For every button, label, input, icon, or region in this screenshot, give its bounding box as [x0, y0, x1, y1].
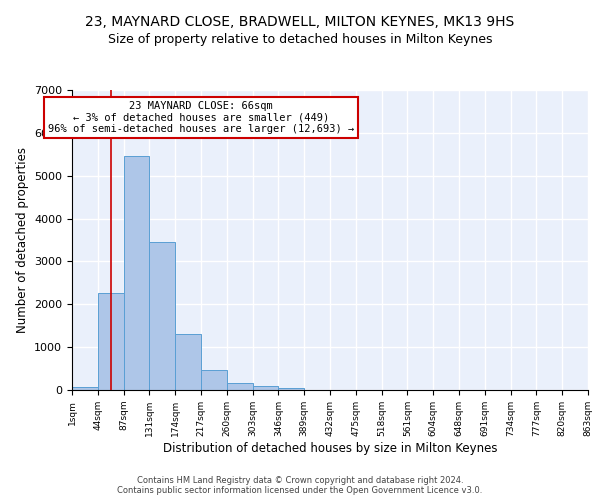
Bar: [253, 386, 278, 390]
Text: Size of property relative to detached houses in Milton Keynes: Size of property relative to detached ho…: [108, 32, 492, 46]
Bar: [98, 292, 124, 390]
Bar: [149, 242, 175, 390]
Bar: [278, 388, 304, 390]
Bar: [175, 334, 201, 390]
Text: Contains HM Land Registry data © Crown copyright and database right 2024.
Contai: Contains HM Land Registry data © Crown c…: [118, 476, 482, 495]
Y-axis label: Number of detached properties: Number of detached properties: [16, 147, 29, 333]
Bar: [227, 384, 253, 390]
Text: 23 MAYNARD CLOSE: 66sqm
← 3% of detached houses are smaller (449)
96% of semi-de: 23 MAYNARD CLOSE: 66sqm ← 3% of detached…: [48, 100, 354, 134]
Bar: [72, 387, 98, 390]
Text: 23, MAYNARD CLOSE, BRADWELL, MILTON KEYNES, MK13 9HS: 23, MAYNARD CLOSE, BRADWELL, MILTON KEYN…: [85, 15, 515, 29]
X-axis label: Distribution of detached houses by size in Milton Keynes: Distribution of detached houses by size …: [163, 442, 497, 454]
Bar: [124, 156, 149, 390]
Bar: [201, 370, 227, 390]
